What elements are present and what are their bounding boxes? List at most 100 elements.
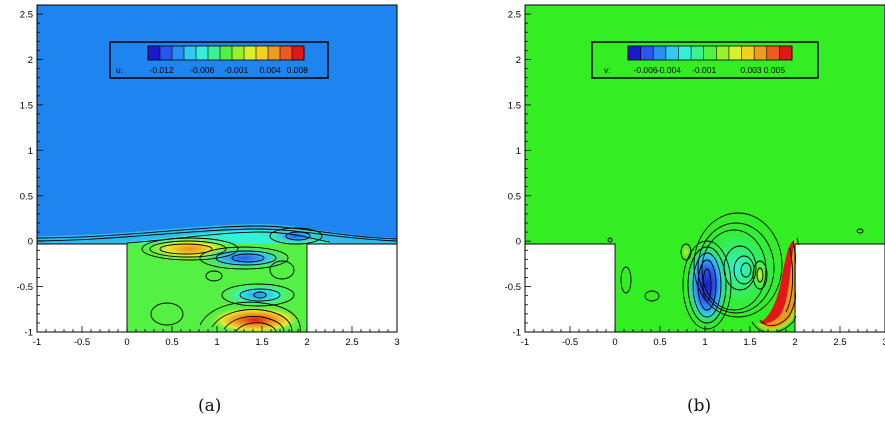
legend-color-swatch	[160, 46, 173, 60]
x-tick-label: 1	[702, 337, 707, 348]
legend-color-swatch	[268, 46, 281, 60]
x-tick-label: 2	[792, 337, 797, 348]
legend-color-swatch	[754, 46, 768, 60]
x-tick-label: 1	[214, 337, 219, 348]
legend-color-swatch	[256, 46, 269, 60]
legend-color-swatch	[678, 46, 692, 60]
panel-a-variable-label: u:	[116, 65, 123, 75]
y-tick-label: 1	[516, 146, 521, 157]
y-tick-label: 2.5	[508, 10, 521, 21]
x-tick-label: 2	[304, 337, 309, 348]
y-tick-label: 1.5	[20, 100, 33, 111]
x-tick-label: -1	[33, 337, 41, 348]
panel-b-caption: (b)	[687, 396, 712, 416]
legend-tick-label: -0.006	[634, 65, 658, 75]
legend-color-swatch	[728, 46, 742, 60]
legend-color-swatch	[184, 46, 197, 60]
y-tick-label: 0.5	[508, 191, 521, 202]
y-tick-label: 2	[28, 55, 33, 66]
x-tick-label: 1.5	[743, 337, 756, 348]
legend-tick-label: -0.001	[224, 65, 248, 75]
legend-color-swatch	[703, 46, 717, 60]
panel-b-cavity-void-right	[796, 245, 884, 331]
x-tick-label: -0.5	[562, 337, 578, 348]
legend-color-swatch	[640, 46, 654, 60]
legend-tick-label: 0.004	[259, 65, 281, 75]
x-tick-label: 0.5	[165, 337, 178, 348]
legend-tick-label: -0.001	[692, 65, 716, 75]
legend-tick-label: 0.008	[287, 65, 309, 75]
panel-b-upper-channel	[525, 5, 885, 244]
panel-b-variable-label: v:	[604, 65, 611, 75]
legend-color-swatch	[292, 46, 305, 60]
y-tick-label: -1	[25, 328, 33, 339]
legend-color-swatch	[741, 46, 755, 60]
x-tick-label: 3	[394, 337, 399, 348]
y-tick-label: -0.5	[17, 282, 33, 293]
legend-color-swatch	[232, 46, 245, 60]
panel-a-positive-lobe	[207, 306, 303, 332]
x-tick-label: -1	[521, 337, 529, 348]
legend-ramp-outline	[627, 45, 793, 61]
y-tick-label: 1	[28, 146, 33, 157]
panel-a-upper-channel	[37, 5, 397, 244]
legend-color-swatch	[691, 46, 705, 60]
y-tick-label: -0.5	[505, 282, 521, 293]
panel-a-wall-outline	[37, 243, 397, 332]
x-tick-label: 3	[882, 337, 885, 348]
panel-a-negative-lobe	[266, 227, 326, 245]
panel-b-wall-outline	[525, 243, 885, 332]
y-tick-label: 0	[516, 237, 521, 248]
legend-color-swatch	[196, 46, 209, 60]
panel-a-legend-ticks: -0.012 -0.006 -0.001 0.004 0.008	[150, 65, 309, 75]
panel-b-legend-ticks: -0.006 -0.004 -0.001 0.003 0.005	[634, 65, 786, 75]
panel-a-legend: u: -0.012 -0.006 -0.001 0.004 0.008	[109, 41, 329, 79]
panel-b-color-ramp	[627, 45, 793, 61]
y-tick-label: 1.5	[508, 100, 521, 111]
legend-tick-label: 0.005	[764, 65, 786, 75]
legend-color-swatch	[779, 46, 793, 60]
panel-b-minor-lobe	[680, 243, 692, 261]
legend-color-swatch	[208, 46, 221, 60]
panel-a-y-axis: -1 -0.5 0 0.5 1 1.5 2 2.5	[17, 4, 43, 339]
legend-tick-label: -0.012	[150, 65, 174, 75]
legend-tick-label: 0.003	[740, 65, 762, 75]
legend-color-swatch	[220, 46, 233, 60]
y-tick-label: 0	[28, 237, 33, 248]
panel-a-cavity-void-left	[38, 245, 126, 331]
x-tick-label: 1.5	[255, 337, 268, 348]
legend-color-swatch	[244, 46, 257, 60]
x-tick-label: 2.5	[345, 337, 358, 348]
x-tick-label: 0.5	[653, 337, 666, 348]
panel-a-caption: (a)	[198, 396, 222, 416]
panel-b-positive-band-edge	[756, 238, 801, 331]
panel-b-x-axis: -1 -0.5 0 0.5 1 1.5 2 2.5 3	[521, 326, 885, 348]
y-tick-label: 2	[516, 55, 521, 66]
y-tick-label: 2.5	[20, 10, 33, 21]
legend-color-swatch	[665, 46, 679, 60]
panel-a-contour-lines	[37, 225, 397, 332]
panel-a-u-contour: u: -0.012 -0.006 -0.001 0.004 0.008 -1 -0.5 0 0…	[17, 4, 400, 348]
legend-color-swatch	[172, 46, 185, 60]
panel-b-v-contour: v: -0.006 -0.004 -0.001 0.003 0.005 -1 -0.5 0 0…	[505, 4, 885, 348]
legend-tick-label: -0.004	[657, 65, 681, 75]
panel-b-cavity-void-left	[526, 245, 614, 331]
panel-b-y-axis: -1 -0.5 0 0.5 1 1.5 2 2.5	[505, 4, 531, 339]
panel-a-cavity-void-right	[308, 245, 396, 331]
legend-color-swatch	[766, 46, 780, 60]
panel-a-negative-lobe	[220, 283, 296, 307]
panel-a-negative-lobe	[196, 246, 292, 270]
panel-b-contour-lines	[607, 212, 864, 332]
panel-a-color-ramp	[147, 45, 305, 61]
legend-color-swatch	[628, 46, 642, 60]
legend-tick-label: -0.006	[190, 65, 214, 75]
legend-color-swatch	[280, 46, 293, 60]
y-tick-label: -1	[513, 328, 521, 339]
legend-color-swatch	[653, 46, 667, 60]
x-tick-label: 0	[124, 337, 129, 348]
y-tick-label: 0.5	[20, 191, 33, 202]
legend-color-swatch	[716, 46, 730, 60]
x-tick-label: -0.5	[74, 337, 90, 348]
legend-color-swatch	[148, 46, 161, 60]
